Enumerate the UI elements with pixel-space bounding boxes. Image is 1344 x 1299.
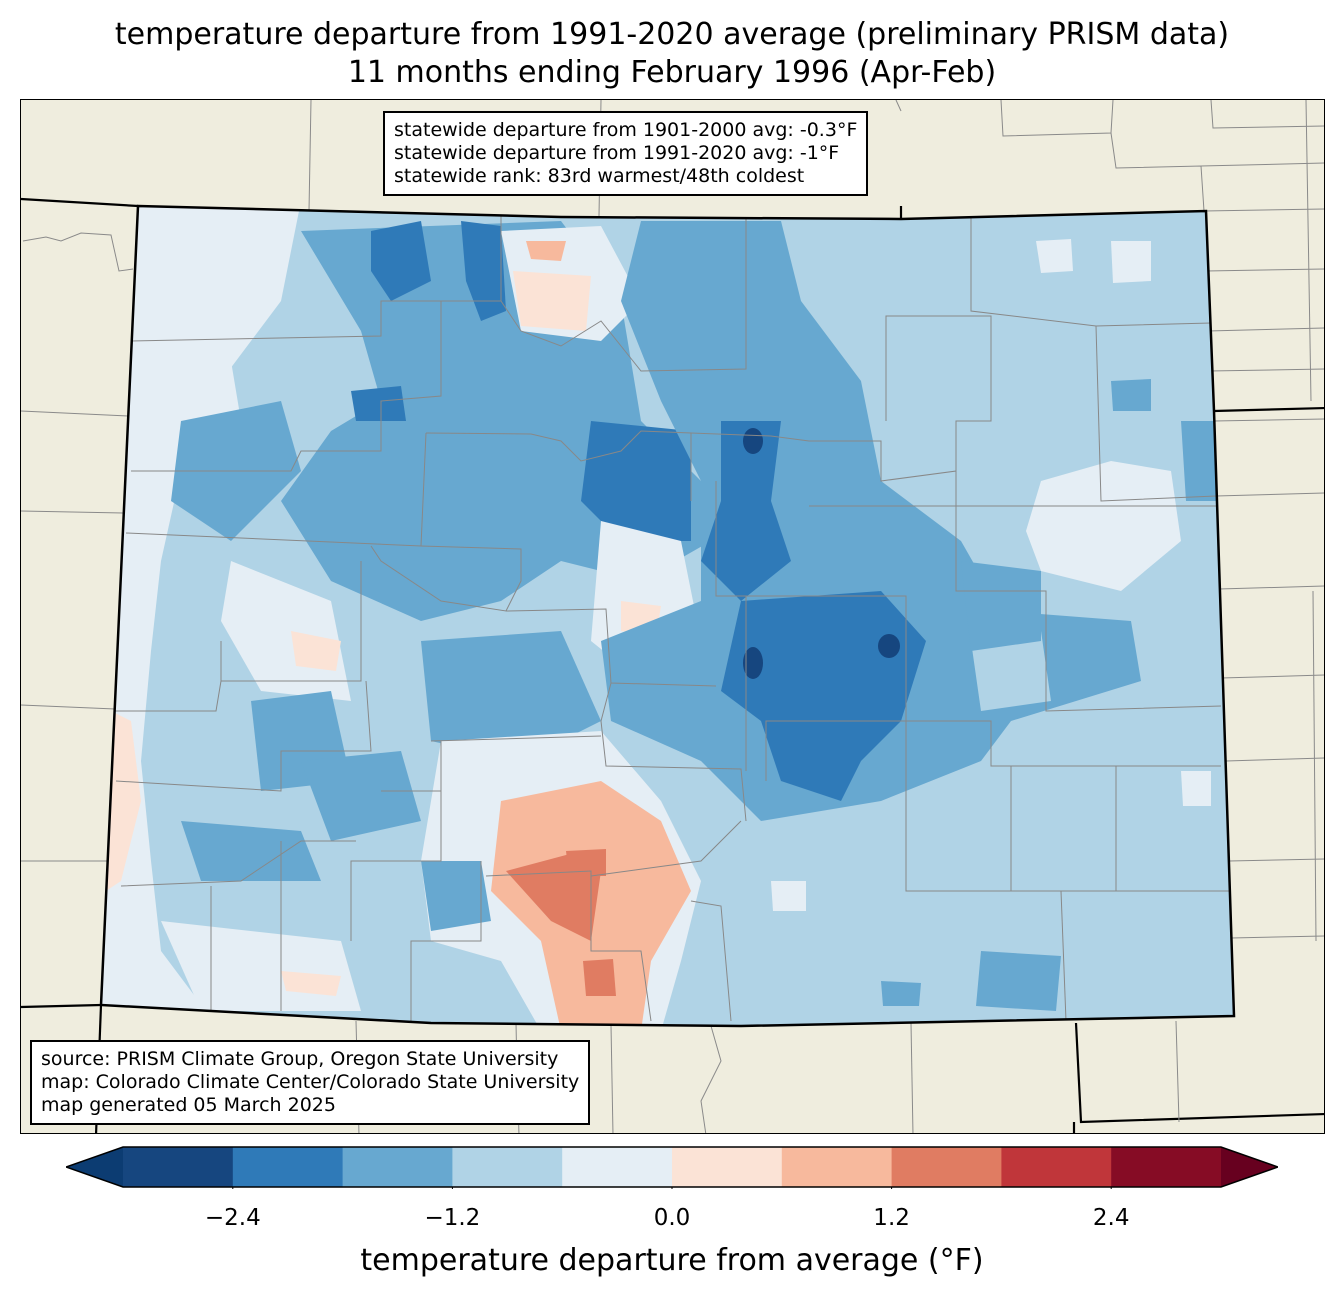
colorbar-tick-label: −1.2 [424,1205,481,1231]
statewide-stats-box: statewide departure from 1901-2000 avg: … [383,111,869,196]
temperature-field [101,206,1234,1026]
outside-county-lines [21,100,1324,1133]
colorbar [66,1146,1278,1189]
colorbar-tick-label: 0.0 [653,1205,691,1231]
colorbar-bin [1111,1147,1222,1187]
source-box: source: PRISM Climate Group, Oregon Stat… [30,1040,591,1125]
colorbar-bin [342,1147,453,1187]
map-title-line1: temperature departure from 1991-2020 ave… [114,17,1230,52]
colorado-county-lines [111,216,1231,1022]
colorbar-extend-high [1221,1147,1278,1187]
stat-statewide-rank: statewide rank: 83rd warmest/48th coldes… [394,165,805,187]
colorbar-bin [232,1147,344,1187]
colorbar-label: temperature departure from average (°F) [360,1243,984,1278]
colorbar-outline [66,1146,1278,1188]
colorbar-bin [781,1147,893,1187]
map-panel [20,99,1325,1134]
colorbar-tick-label: 2.4 [1092,1205,1130,1231]
colorado-state-border [99,204,1236,1028]
colorbar-tick-label: −2.4 [204,1205,261,1231]
colorbar-bin [123,1147,234,1187]
map-title-line2: 11 months ending February 1996 (Apr-Feb) [347,55,997,90]
colorbar-bin [1001,1147,1112,1187]
colorbar-tick-label: 1.2 [873,1205,910,1231]
colorbar-bin [452,1147,563,1187]
stat-departure-1991-2020: statewide departure from 1991-2020 avg: … [394,142,840,164]
colorbar-bin [891,1147,1002,1187]
stat-departure-1901-2000: statewide departure from 1901-2000 avg: … [394,119,858,141]
colorbar-extend-low [66,1147,123,1187]
source-line: source: PRISM Climate Group, Oregon Stat… [41,1048,559,1070]
map-canvas [21,100,1324,1133]
map-credit-line: map: Colorado Climate Center/Colorado St… [41,1071,580,1093]
colorbar-bin [672,1147,783,1187]
colorbar-bin [562,1147,673,1187]
generated-date-line: map generated 05 March 2025 [41,1094,336,1116]
